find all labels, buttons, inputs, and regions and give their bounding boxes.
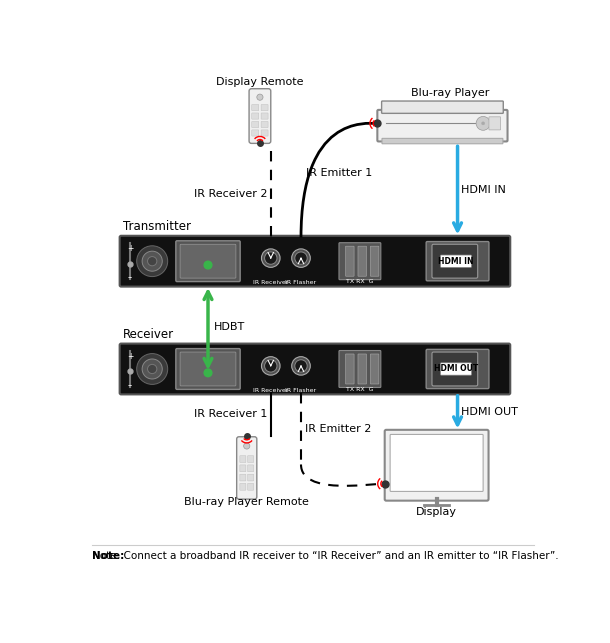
FancyBboxPatch shape	[261, 130, 268, 136]
Circle shape	[142, 251, 162, 271]
Circle shape	[137, 354, 168, 385]
Circle shape	[137, 246, 168, 276]
Text: HDMI IN: HDMI IN	[438, 257, 474, 266]
Text: Blu-ray Player Remote: Blu-ray Player Remote	[184, 496, 309, 507]
FancyBboxPatch shape	[237, 437, 257, 499]
FancyBboxPatch shape	[252, 122, 259, 127]
Text: IR Receiver 2: IR Receiver 2	[194, 189, 268, 199]
Circle shape	[295, 252, 307, 264]
Text: TX RX  G: TX RX G	[346, 279, 374, 284]
Text: Display: Display	[416, 507, 457, 516]
FancyBboxPatch shape	[261, 105, 268, 111]
Text: HDMI OUT: HDMI OUT	[461, 407, 518, 417]
FancyBboxPatch shape	[426, 349, 489, 388]
Circle shape	[292, 249, 310, 267]
Text: IR Flasher: IR Flasher	[285, 388, 317, 393]
Text: IR Flasher: IR Flasher	[285, 280, 317, 285]
Circle shape	[204, 369, 212, 377]
Text: Receiver: Receiver	[123, 329, 174, 341]
Circle shape	[204, 261, 212, 269]
FancyBboxPatch shape	[390, 435, 483, 491]
FancyBboxPatch shape	[382, 101, 503, 113]
FancyBboxPatch shape	[240, 484, 246, 490]
FancyBboxPatch shape	[120, 236, 510, 287]
FancyBboxPatch shape	[240, 456, 246, 462]
FancyBboxPatch shape	[261, 122, 268, 127]
Circle shape	[481, 122, 485, 125]
FancyBboxPatch shape	[345, 246, 354, 276]
FancyBboxPatch shape	[339, 242, 381, 280]
FancyBboxPatch shape	[180, 352, 236, 386]
Text: IR Receiver 1: IR Receiver 1	[195, 410, 268, 419]
FancyBboxPatch shape	[378, 110, 508, 141]
Circle shape	[292, 357, 310, 375]
FancyBboxPatch shape	[240, 465, 246, 472]
FancyBboxPatch shape	[440, 363, 472, 375]
FancyBboxPatch shape	[432, 352, 478, 386]
FancyBboxPatch shape	[176, 349, 240, 390]
Text: TX RX  G: TX RX G	[346, 386, 374, 392]
Circle shape	[476, 116, 490, 131]
FancyBboxPatch shape	[249, 89, 271, 143]
FancyBboxPatch shape	[339, 350, 381, 388]
FancyBboxPatch shape	[489, 117, 501, 130]
Text: HDBT: HDBT	[214, 322, 245, 332]
Circle shape	[148, 365, 157, 374]
FancyBboxPatch shape	[248, 484, 254, 490]
Text: –: –	[127, 381, 132, 390]
Circle shape	[257, 94, 263, 100]
Text: HDMI OUT: HDMI OUT	[434, 365, 478, 374]
Text: IR Receiver: IR Receiver	[253, 388, 289, 393]
FancyBboxPatch shape	[176, 240, 240, 282]
Circle shape	[262, 357, 280, 375]
FancyBboxPatch shape	[382, 138, 503, 144]
Circle shape	[148, 257, 157, 266]
Circle shape	[262, 249, 280, 267]
Text: +: +	[127, 352, 134, 361]
FancyBboxPatch shape	[261, 113, 268, 119]
Text: IR Emitter 1: IR Emitter 1	[306, 168, 372, 177]
Text: IR Emitter 2: IR Emitter 2	[305, 424, 371, 433]
FancyBboxPatch shape	[385, 430, 489, 501]
FancyBboxPatch shape	[358, 246, 367, 276]
FancyBboxPatch shape	[358, 354, 367, 384]
FancyBboxPatch shape	[120, 343, 510, 394]
Text: Transmitter: Transmitter	[123, 221, 191, 233]
FancyBboxPatch shape	[248, 456, 254, 462]
FancyBboxPatch shape	[252, 113, 259, 119]
FancyBboxPatch shape	[440, 255, 472, 267]
FancyBboxPatch shape	[432, 244, 478, 278]
Text: IR Receiver: IR Receiver	[253, 280, 289, 285]
FancyBboxPatch shape	[370, 246, 379, 276]
Text: –: –	[127, 273, 132, 282]
Text: Note: Connect a broadband IR receiver to “IR Receiver” and an IR emitter to “IR : Note: Connect a broadband IR receiver to…	[92, 551, 558, 561]
FancyBboxPatch shape	[248, 474, 254, 481]
FancyBboxPatch shape	[252, 130, 259, 136]
FancyBboxPatch shape	[252, 105, 259, 111]
Text: HDMI IN: HDMI IN	[461, 185, 506, 195]
Circle shape	[265, 252, 277, 264]
Circle shape	[142, 359, 162, 379]
FancyBboxPatch shape	[345, 354, 354, 384]
Text: Note:: Note:	[92, 551, 127, 561]
FancyBboxPatch shape	[240, 474, 246, 481]
Circle shape	[243, 443, 250, 449]
Circle shape	[295, 359, 307, 372]
Text: +: +	[127, 244, 134, 253]
FancyBboxPatch shape	[426, 242, 489, 281]
Text: Display Remote: Display Remote	[216, 77, 304, 87]
Text: Blu-ray Player: Blu-ray Player	[411, 87, 489, 98]
Circle shape	[265, 359, 277, 372]
FancyBboxPatch shape	[248, 465, 254, 472]
FancyBboxPatch shape	[370, 354, 379, 384]
FancyBboxPatch shape	[180, 244, 236, 278]
